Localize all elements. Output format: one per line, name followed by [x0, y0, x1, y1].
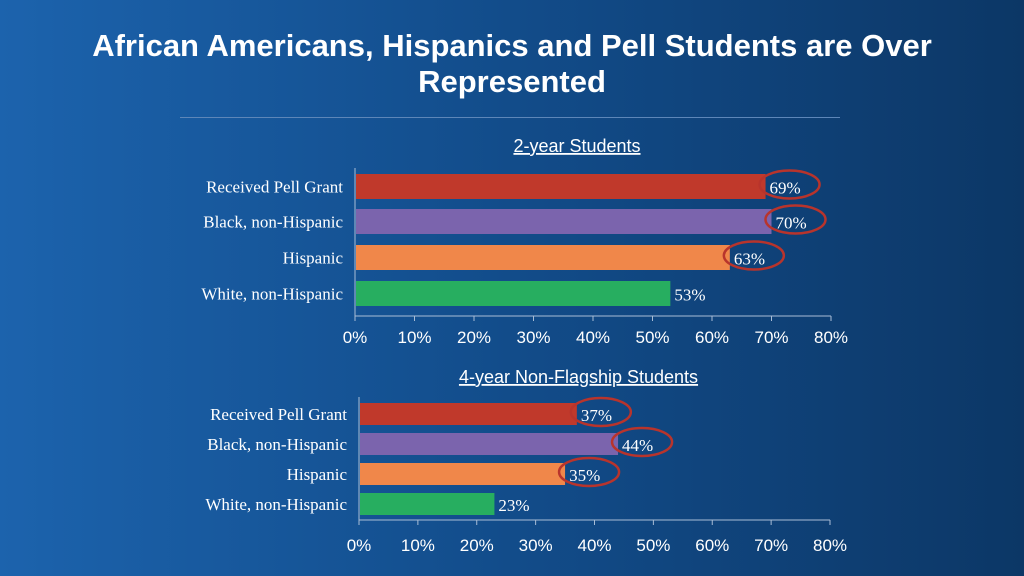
x-tick-label: 50%: [635, 328, 669, 347]
chart-title: 4-year Non-Flagship Students: [459, 367, 698, 387]
data-label: 70%: [776, 214, 807, 233]
x-tick-label: 10%: [397, 328, 431, 347]
data-label: 37%: [581, 406, 612, 425]
category-label: Hispanic: [283, 249, 344, 268]
x-tick-label: 0%: [347, 536, 372, 555]
bar: [360, 493, 495, 515]
x-tick-label: 20%: [457, 328, 491, 347]
data-label: 53%: [674, 286, 705, 305]
category-label: Hispanic: [287, 465, 348, 484]
category-label: Black, non-Hispanic: [203, 213, 343, 232]
bar: [360, 433, 619, 455]
x-tick-label: 60%: [695, 536, 729, 555]
category-label: Received Pell Grant: [210, 405, 347, 424]
x-tick-label: 10%: [401, 536, 435, 555]
x-tick-label: 40%: [577, 536, 611, 555]
data-label: 23%: [498, 496, 529, 515]
x-tick-label: 20%: [460, 536, 494, 555]
category-label: White, non-Hispanic: [201, 285, 343, 304]
x-tick-label: 30%: [519, 536, 553, 555]
x-tick-label: 40%: [576, 328, 610, 347]
bar: [356, 174, 766, 199]
slide-title: African Americans, Hispanics and Pell St…: [92, 28, 932, 99]
x-tick-label: 70%: [754, 328, 788, 347]
highlight-circle: [722, 240, 786, 271]
highlight-circle: [758, 169, 821, 200]
highlight-circle: [569, 396, 633, 428]
bar: [360, 463, 566, 485]
highlight-circle: [610, 426, 674, 458]
category-label: White, non-Hispanic: [205, 495, 347, 514]
x-tick-label: 60%: [695, 328, 729, 347]
x-tick-label: 30%: [516, 328, 550, 347]
data-label: 63%: [734, 250, 765, 269]
bar: [360, 403, 577, 425]
data-label: 44%: [622, 436, 653, 455]
data-label: 69%: [770, 179, 801, 198]
bar: [356, 281, 671, 306]
data-label: 35%: [569, 466, 600, 485]
title-divider: [180, 117, 840, 118]
x-tick-label: 50%: [636, 536, 670, 555]
x-tick-label: 80%: [813, 536, 847, 555]
x-tick-label: 80%: [814, 328, 848, 347]
x-tick-label: 0%: [343, 328, 368, 347]
bar: [356, 245, 730, 270]
x-tick-label: 70%: [754, 536, 788, 555]
category-label: Received Pell Grant: [206, 178, 343, 197]
highlight-circle: [764, 204, 827, 235]
highlight-circle: [557, 456, 621, 488]
category-label: Black, non-Hispanic: [207, 435, 347, 454]
chart-title: 2-year Students: [513, 136, 640, 156]
bar: [356, 209, 772, 234]
